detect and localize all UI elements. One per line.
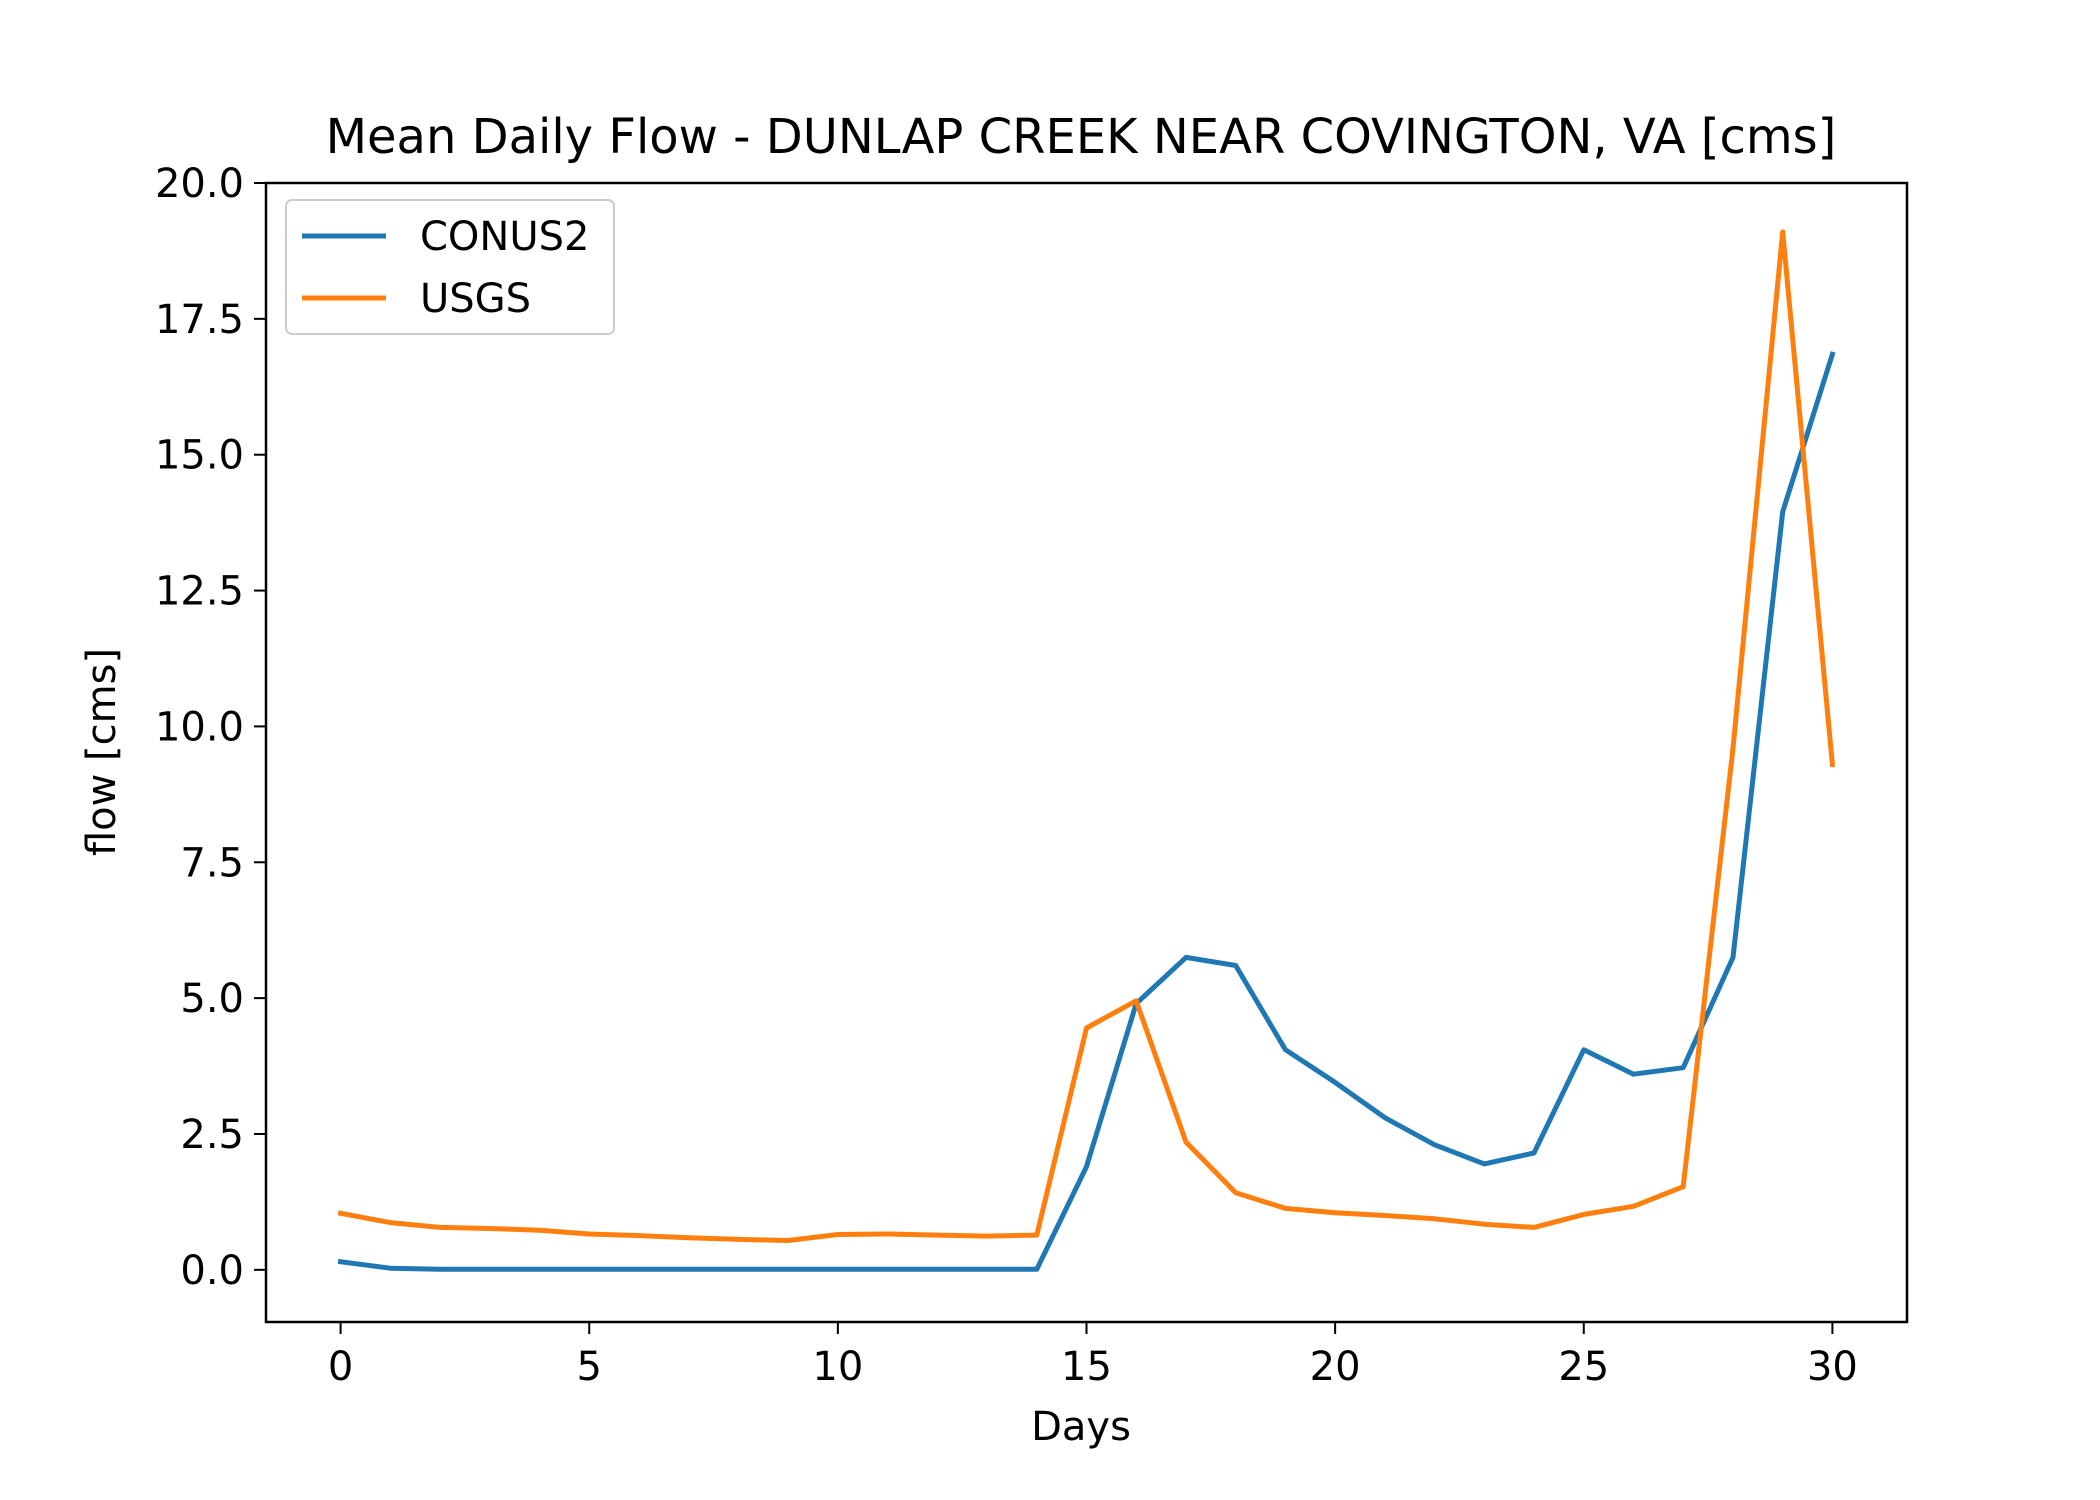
series-line-conus2 <box>337 351 1836 1272</box>
x-tick-label: 0 <box>328 1344 353 1390</box>
legend-label-conus2: CONUS2 <box>420 214 589 260</box>
y-tick-label: 15.0 <box>155 433 244 479</box>
y-tick-label: 7.5 <box>180 840 244 886</box>
y-tick-label: 20.0 <box>155 161 244 207</box>
y-tick-label: 0.0 <box>180 1248 244 1294</box>
x-tick-label: 10 <box>812 1344 863 1390</box>
chart-title: Mean Daily Flow - DUNLAP CREEK NEAR COVI… <box>326 109 1837 165</box>
legend-label-usgs: USGS <box>420 276 531 322</box>
y-tick-label: 12.5 <box>155 569 244 615</box>
y-tick-label: 10.0 <box>155 704 244 750</box>
series-layer <box>337 229 1836 1272</box>
plot-frame <box>264 181 1909 1324</box>
series-line-usgs <box>337 229 1836 1243</box>
y-tick-label: 17.5 <box>155 297 244 343</box>
x-tick-label: 30 <box>1807 1344 1858 1390</box>
x-tick-label: 25 <box>1558 1344 1609 1390</box>
y-axis: 0.0 2.5 5.0 7.5 10.0 12.5 15.0 17.5 20.0 <box>155 161 266 1294</box>
y-tick-label: 5.0 <box>180 976 244 1022</box>
y-tick-label: 2.5 <box>180 1112 244 1158</box>
x-tick-label: 20 <box>1310 1344 1361 1390</box>
x-axis-label: Days <box>1031 1404 1131 1450</box>
x-tick-label: 5 <box>577 1344 602 1390</box>
y-axis-label: flow [cms] <box>79 648 125 856</box>
legend: CONUS2 USGS <box>285 199 615 335</box>
x-tick-label: 15 <box>1061 1344 1112 1390</box>
x-axis: 0 5 10 15 20 25 30 <box>328 1322 1858 1390</box>
